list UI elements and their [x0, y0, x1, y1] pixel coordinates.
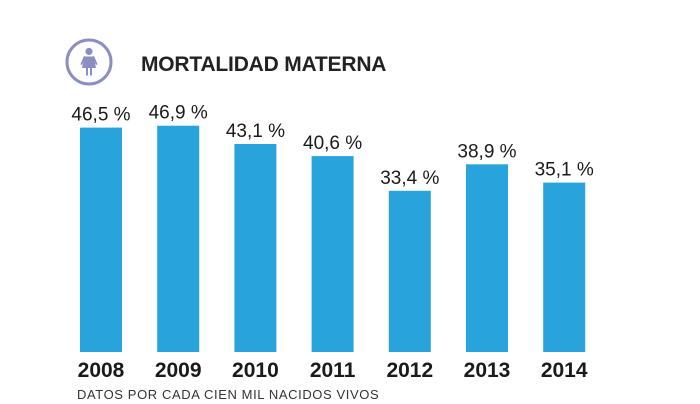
data-label-2009: 46,9 %: [149, 103, 208, 124]
bar-2009: [157, 125, 200, 352]
x-tick-label-2011: 2011: [310, 359, 356, 382]
chart-title: MORTALIDAD MATERNA: [141, 53, 387, 76]
data-label-2013: 38,9 %: [457, 141, 516, 162]
bar-2011: [311, 156, 354, 352]
bar-2014: [543, 182, 586, 352]
woman-icon: [64, 37, 114, 87]
bar-2008: [80, 127, 122, 352]
x-tick-label-2012: 2012: [386, 359, 433, 382]
x-tick-label-2010: 2010: [232, 359, 279, 382]
data-label-2010: 43,1 %: [226, 121, 285, 142]
bar-2013: [466, 164, 508, 352]
woman-icon-graphic: [65, 38, 113, 86]
x-tick-label-2009: 2009: [155, 359, 202, 382]
data-label-2008: 46,5 %: [71, 105, 130, 126]
x-tick-label-2013: 2013: [464, 359, 511, 382]
data-label-2014: 35,1 %: [535, 160, 594, 181]
chart-footnote: DATOS POR CADA CIEN MIL NACIDOS VIVOS: [77, 387, 380, 402]
bar-2010: [234, 144, 277, 352]
x-tick-label-2008: 2008: [78, 359, 125, 382]
data-label-2011: 40,6 %: [303, 133, 362, 154]
x-tick-label-2014: 2014: [541, 359, 588, 382]
bar-2012: [388, 190, 431, 352]
data-label-2012: 33,4 %: [380, 168, 439, 189]
